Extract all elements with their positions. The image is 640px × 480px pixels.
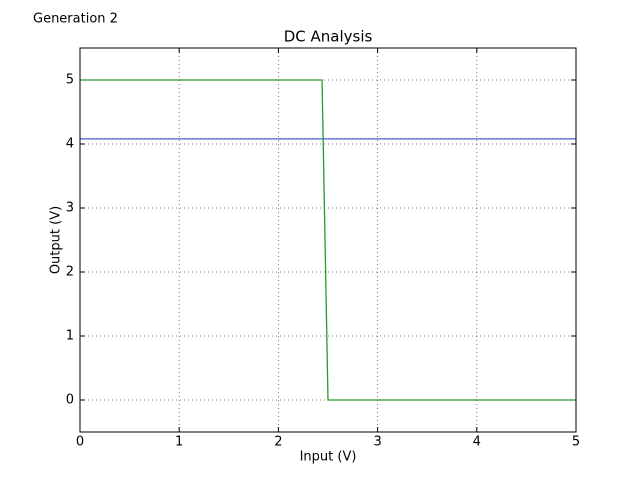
y-tick-label: 0 [66,393,74,408]
y-tick-label: 4 [66,137,74,152]
x-tick-label: 3 [373,435,381,450]
x-tick-label: 2 [274,435,282,450]
y-tick-label: 3 [66,201,74,216]
y-axis-label: Output (V) [49,206,64,274]
x-tick-label: 5 [572,435,580,450]
annotation: Generation 2 [33,12,118,27]
data-line [80,79,576,401]
x-tick-label: 1 [175,435,183,450]
y-tick-label: 2 [66,265,74,280]
chart-title: DC Analysis [284,28,373,46]
x-tick-label: 0 [76,435,84,450]
x-axis-label: Input (V) [300,450,357,465]
y-tick-label: 1 [66,329,74,344]
plot-frame [79,47,577,433]
y-tick-label: 5 [66,73,74,88]
x-tick-label: 4 [473,435,481,450]
